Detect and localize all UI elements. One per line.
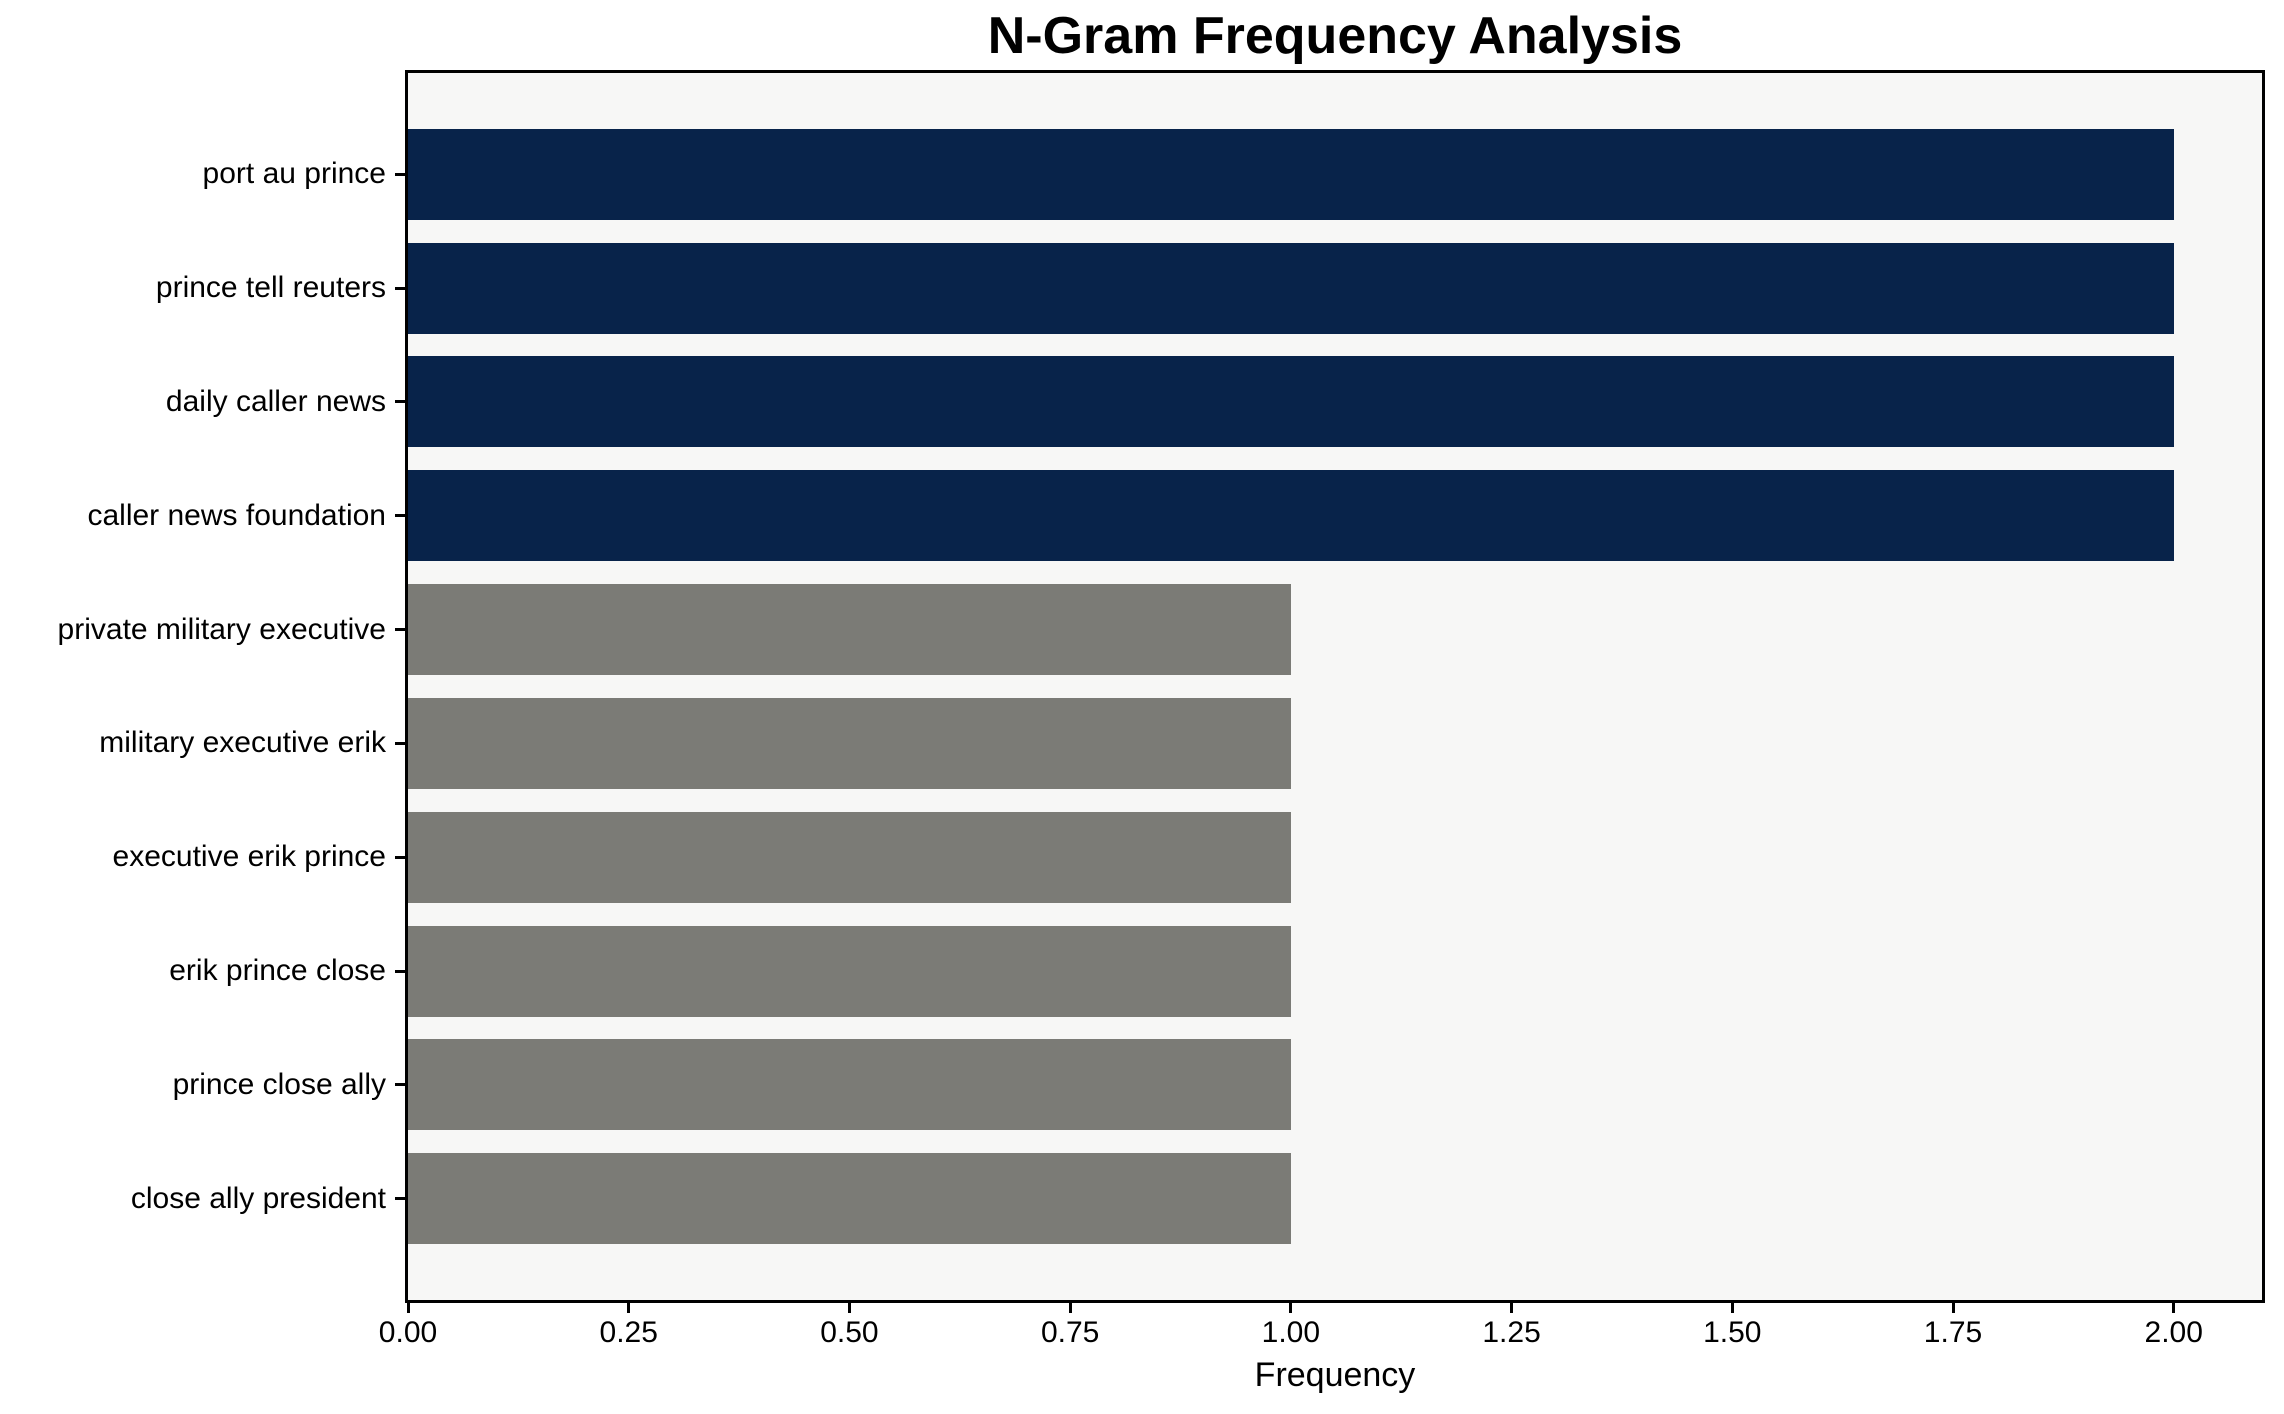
x-tick-mark [1730, 1303, 1734, 1313]
bar [408, 1039, 1291, 1131]
bar [408, 128, 2174, 220]
y-tick-label: caller news foundation [87, 498, 386, 532]
y-tick-mark [395, 172, 405, 176]
y-tick-mark [395, 855, 405, 859]
y-tick-label: military executive erik [99, 726, 386, 760]
x-tick-mark [1289, 1303, 1293, 1313]
y-tick-label: port au prince [202, 157, 386, 191]
x-tick-label: 2.00 [2144, 1316, 2203, 1349]
y-tick-mark [395, 628, 405, 632]
x-tick-label: 1.25 [1482, 1316, 1541, 1349]
x-axis-label: Frequency [1254, 1356, 1416, 1394]
y-tick-label: private military executive [57, 612, 386, 646]
bar [408, 584, 1291, 676]
x-tick-mark [2172, 1303, 2176, 1313]
y-tick-label: daily caller news [165, 384, 386, 418]
y-tick-label: executive erik prince [112, 840, 386, 874]
y-tick-label: close ally president [130, 1181, 386, 1215]
bar [408, 242, 2174, 334]
x-tick-label: 0.00 [378, 1316, 438, 1349]
y-tick-mark [395, 400, 405, 404]
y-tick-label: prince close ally [172, 1067, 386, 1101]
y-tick-mark [395, 514, 405, 518]
y-tick-mark [395, 969, 405, 973]
bar [408, 470, 2174, 562]
x-tick-mark [1510, 1303, 1514, 1313]
plot-area: port au prince prince tell reuters daily c… [58, 70, 2265, 1348]
x-tick-mark [627, 1303, 631, 1313]
bar [408, 356, 2174, 448]
y-tick-label: erik prince close [169, 954, 386, 988]
x-tick-label: 0.25 [599, 1316, 658, 1349]
y-tick-label: prince tell reuters [155, 271, 386, 305]
y-tick-mark [395, 1083, 405, 1087]
x-tick-label: 0.50 [820, 1316, 879, 1349]
chart-title: N-Gram Frequency Analysis [987, 7, 1683, 65]
y-tick-mark [395, 1197, 405, 1201]
x-tick-label: 0.75 [1040, 1316, 1100, 1349]
x-tick-label: 1.75 [1923, 1316, 1983, 1349]
x-tick-label: 1.00 [1261, 1316, 1321, 1349]
x-tick-mark [847, 1303, 851, 1313]
x-tick-label: 1.50 [1703, 1316, 1762, 1349]
bar [408, 811, 1291, 903]
x-tick-mark [406, 1303, 410, 1313]
bar [408, 925, 1291, 1017]
x-tick-mark [1068, 1303, 1072, 1313]
y-tick-mark [395, 741, 405, 745]
x-tick-mark [1951, 1303, 1955, 1313]
bar [408, 1153, 1291, 1245]
bar [408, 697, 1291, 789]
y-tick-mark [395, 286, 405, 290]
